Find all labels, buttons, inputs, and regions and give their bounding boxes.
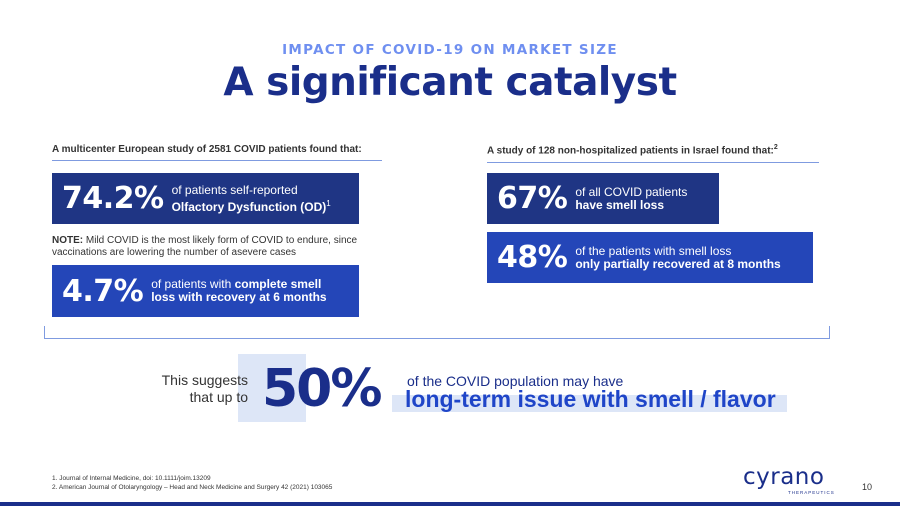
cyrano-logo: cyrano	[743, 464, 825, 490]
conclusion-line2: long-term issue with smell / flavor	[405, 386, 776, 412]
right-intro-rule	[487, 162, 819, 163]
right-stat-2-line2: only partially recovered at 8 months	[575, 256, 781, 271]
right-stat-box-2: 48% of the patients with smell loss only…	[487, 232, 813, 283]
bottom-accent-bar	[0, 502, 900, 506]
left-stat-box-1: 74.2% of patients self-reported Olfactor…	[52, 173, 359, 224]
right-stat-2-value: 48%	[497, 240, 568, 275]
right-stat-1-text: of all COVID patients have smell loss	[575, 184, 688, 212]
page-number: 10	[862, 482, 873, 492]
right-intro-text: A study of 128 non-hospitalized patients…	[487, 145, 774, 157]
left-stat-1-value: 74.2%	[62, 181, 164, 216]
left-stat-1-text: of patients self-reported Olfactory Dysf…	[171, 182, 331, 214]
left-study-intro: A multicenter European study of 2581 COV…	[52, 144, 362, 155]
slide-title: A significant catalyst	[223, 60, 677, 105]
left-stat-2-value: 4.7%	[62, 273, 144, 309]
right-stat-2-text: of the patients with smell loss only par…	[575, 243, 781, 271]
conclusion-value: 50%	[262, 359, 382, 419]
left-stat-1-footnote-ref: 1	[326, 198, 331, 208]
right-stat-1-value: 67%	[497, 181, 568, 216]
conclusion-lead: This suggests that up to	[140, 372, 248, 406]
conclusion-lead-line2: that up to	[189, 389, 248, 405]
right-stat-1-line1: of all COVID patients	[575, 184, 688, 199]
footnote-1: 1. Journal of Internal Medicine, doi: 10…	[52, 475, 211, 482]
left-stat-2-line1-bold: complete smell	[234, 277, 322, 291]
grouping-bracket	[44, 326, 830, 339]
right-study-intro: A study of 128 non-hospitalized patients…	[487, 144, 778, 156]
left-stat-1-line2: Olfactory Dysfunction (OD)	[171, 199, 327, 214]
footnote-2: 2. American Journal of Otolaryngology – …	[52, 484, 333, 491]
left-intro-rule	[52, 160, 382, 161]
section-kicker: IMPACT OF COVID-19 ON MARKET SIZE	[282, 42, 618, 58]
footnotes: 1. Journal of Internal Medicine, doi: 10…	[52, 474, 332, 492]
note-text: Mild COVID is the most likely form of CO…	[52, 235, 358, 258]
fifty-highlight-box	[238, 354, 306, 422]
left-stat-1-line1: of patients self-reported	[171, 182, 298, 197]
conclusion-line1: of the COVID population may have	[407, 373, 624, 389]
left-note: NOTE: Mild COVID is the most likely form…	[52, 235, 367, 259]
right-intro-footnote-ref: 2	[773, 144, 778, 151]
conclusion-highlight-strip	[392, 395, 787, 412]
note-label: NOTE:	[52, 235, 84, 246]
right-stat-2-line1: of the patients with smell loss	[575, 243, 732, 258]
right-stat-1-line2: have smell loss	[575, 197, 665, 212]
conclusion-lead-line1: This suggests	[161, 372, 248, 388]
left-stat-2-text: of patients with complete smell loss wit…	[151, 278, 326, 304]
left-stat-2-line1-plain: of patients with	[151, 277, 232, 291]
logo-subtitle: THERAPEUTICS	[788, 490, 835, 495]
right-stat-box-1: 67% of all COVID patients have smell los…	[487, 173, 719, 224]
left-stat-2-line2: loss with recovery at 6 months	[151, 290, 327, 304]
left-stat-box-2: 4.7% of patients with complete smell los…	[52, 265, 359, 317]
